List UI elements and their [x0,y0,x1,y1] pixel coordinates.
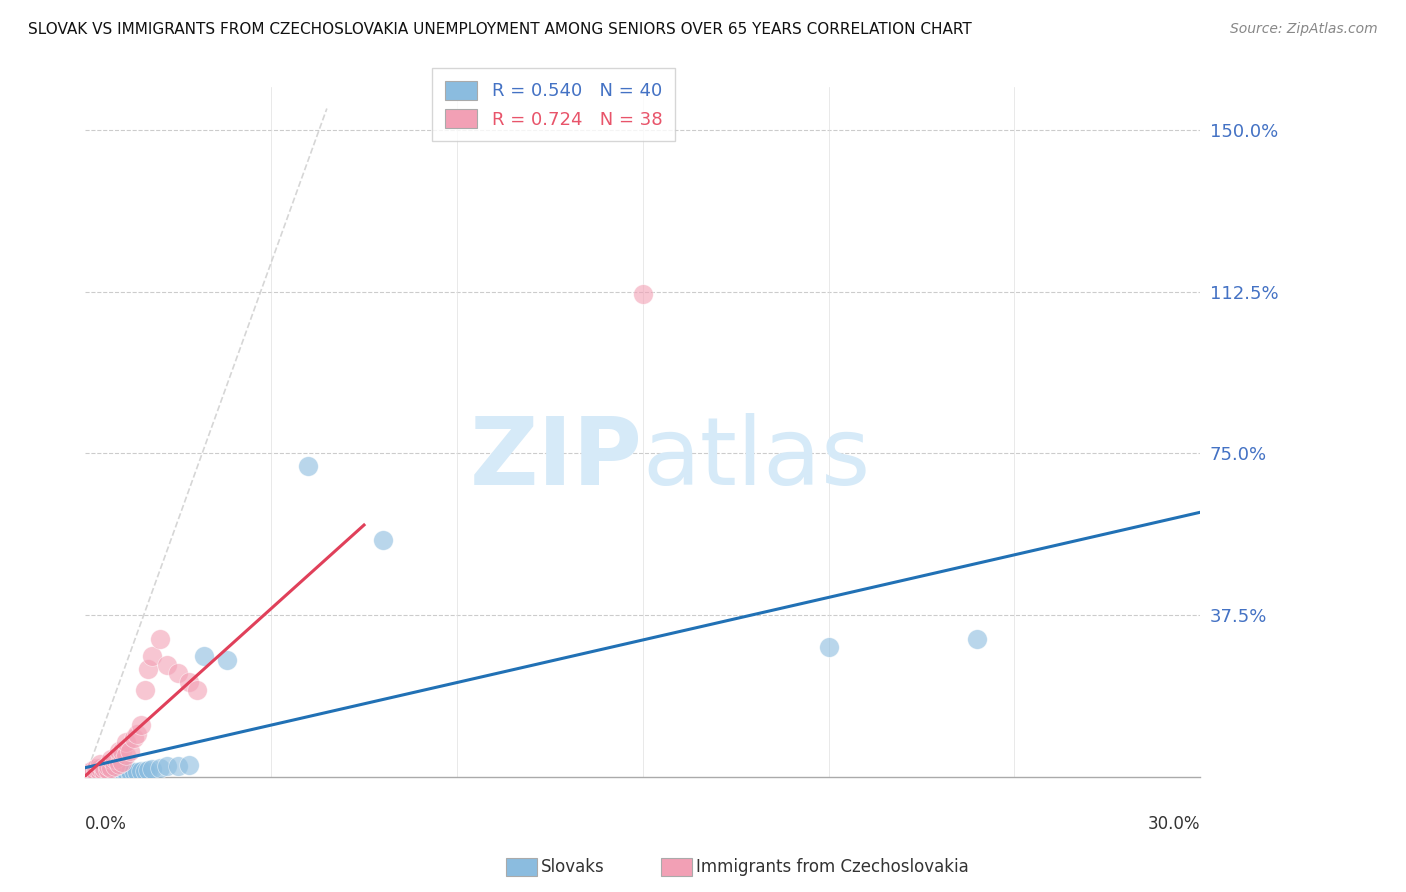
Point [93,767,115,781]
Point [297,459,319,474]
Point [97,759,120,773]
Point [93,765,115,780]
Legend: R = 0.540   N = 40, R = 0.724   N = 38: R = 0.540 N = 40, R = 0.724 N = 38 [432,69,675,142]
Point [86,766,108,780]
Point [82,766,104,780]
Point [100,765,122,780]
Text: Immigrants from Czechoslovakia: Immigrants from Czechoslovakia [696,858,969,876]
Point [89,767,111,781]
Point [167,666,190,681]
Point [156,657,179,672]
Point [77,767,100,781]
Point [107,744,129,758]
Point [179,674,201,689]
Point [122,731,145,745]
Point [107,756,129,771]
Point [97,765,120,780]
Point [817,640,839,655]
Point [118,764,141,779]
Point [115,766,138,780]
Point [107,764,129,779]
Point [115,735,138,749]
Point [97,767,120,781]
Text: Slovaks: Slovaks [541,858,605,876]
Text: ZIP: ZIP [470,413,643,506]
Point [193,648,215,663]
Point [141,762,163,776]
Point [371,533,394,547]
Point [93,761,115,775]
Point [966,632,988,646]
Point [86,767,108,781]
Point [107,766,129,780]
Point [134,764,156,779]
Point [93,766,115,780]
Point [138,763,160,777]
Point [104,759,127,773]
Point [127,726,149,740]
Point [129,764,152,779]
Point [77,767,100,781]
Text: Source: ZipAtlas.com: Source: ZipAtlas.com [1230,22,1378,37]
Point [82,767,104,781]
Point [82,765,104,780]
Point [111,765,134,780]
Point [93,765,115,780]
Point [89,765,111,780]
Point [97,763,120,777]
Point [100,752,122,766]
Point [186,683,208,698]
Point [89,766,111,780]
Point [141,648,163,663]
Text: 0.0%: 0.0% [86,814,127,832]
Point [127,765,149,780]
Text: atlas: atlas [643,413,870,506]
Point [631,286,654,301]
Point [86,767,108,781]
Text: SLOVAK VS IMMIGRANTS FROM CZECHOSLOVAKIA UNEMPLOYMENT AMONG SENIORS OVER 65 YEAR: SLOVAK VS IMMIGRANTS FROM CZECHOSLOVAKIA… [28,22,972,37]
Point [115,764,138,779]
Point [111,744,134,758]
Point [118,744,141,758]
Point [86,761,108,775]
Point [89,756,111,771]
Point [134,683,156,698]
Point [156,759,179,773]
Point [77,765,100,780]
Point [149,761,172,775]
Point [179,757,201,772]
Point [118,766,141,780]
Point [104,767,127,781]
Point [82,763,104,777]
Point [215,653,238,667]
Point [104,752,127,766]
Point [149,632,172,646]
Point [111,755,134,769]
Point [100,767,122,781]
Text: 30.0%: 30.0% [1147,814,1201,832]
Point [104,765,127,780]
Point [115,747,138,762]
Point [86,765,108,780]
Point [167,759,190,773]
Point [129,718,152,732]
Point [111,767,134,781]
Point [100,761,122,775]
Point [138,662,160,676]
Point [89,761,111,775]
Point [82,767,104,781]
Point [122,765,145,780]
